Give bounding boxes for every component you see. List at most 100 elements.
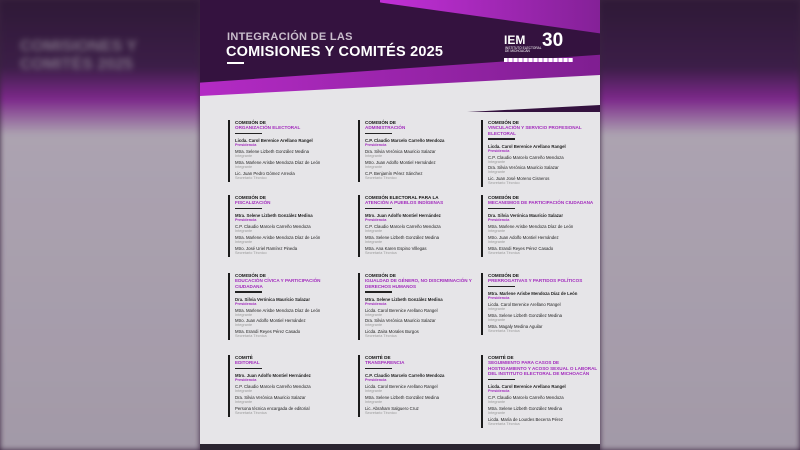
infographic: INTEGRACIÓN DE LAS COMISIONES Y COMITÉS … — [200, 0, 600, 450]
member-role: Integrante — [488, 399, 506, 404]
member-name: Mtra. Selene Lizbeth González Medina — [235, 213, 313, 219]
member-item: Mtra. Erandi Reyes Pérez Casado Secretari… — [235, 329, 346, 338]
member-role: Integrante — [488, 229, 506, 234]
member-name: Dra. Silvia Verónica Mauricio Salazar — [235, 296, 310, 302]
member-item: C.P. Claudio Marcelo Carreño Mendoza Inte… — [235, 224, 346, 233]
member-role: Integrante — [235, 323, 253, 328]
member-role: Secretaria Técnica — [365, 250, 397, 255]
member-item: Dra. Silvia Verónica Mauricio Salazar Int… — [365, 149, 476, 158]
member-item: Persona técnica encargada de editorial Se… — [235, 406, 346, 415]
committee-type: COMISIÓN DE — [235, 195, 266, 200]
member-role: Presidencia — [488, 148, 510, 153]
member-item: Mtra. Selene Lizbeth González Medina Inte… — [488, 406, 599, 415]
committee-type: COMISIÓN DE — [365, 120, 396, 125]
title-underline — [235, 291, 262, 293]
member-role: Integrante — [488, 307, 506, 312]
member-name: Dra. Silvia Verónica Mauricio Salazar — [488, 165, 559, 171]
member-name: C.P. Claudio Marcelo Carreño Mendoza — [488, 154, 564, 160]
member-name: C.P. Claudio Marcelo Carreño Mendoza — [235, 224, 311, 230]
committee-name: ADMINISTRACIÓN — [365, 125, 406, 131]
blurred-background-right — [600, 0, 800, 450]
title-underline — [488, 207, 515, 210]
member-name: C.P. Claudio Marcelo Carreño Mendoza — [365, 373, 445, 379]
member-role: Integrante — [365, 240, 383, 245]
member-role: Integrante — [235, 154, 253, 159]
member-name: Persona técnica encargada de editorial — [235, 405, 310, 411]
member-item: Lic. Juan Pedro Gómez Arreola Secretario … — [235, 171, 346, 180]
member-item: Mtra. Marlene Arisbe Mendoza Díaz de Leó… — [235, 308, 346, 317]
member-item: Dra. Silvia Verónica Mauricio Salazar Int… — [365, 318, 476, 327]
committee-card: COMISIÓN DE EDUCACIÓN CÍVICA Y PARTICIPAC… — [228, 273, 346, 341]
member-item: Mtra. Ana Karen Espino Villegas Secretari… — [365, 246, 476, 255]
committee-card: COMISIÓN DE FISCALIZACIÓN Mtra. Selene Liz… — [228, 195, 346, 257]
member-role: Presidencia — [235, 143, 257, 148]
committee-type: COMISIÓN DE — [488, 195, 519, 200]
member-role: Integrante — [235, 389, 253, 394]
member-role: Presidencia — [365, 218, 387, 223]
committee-card: COMITÉ EDITORIAL Mtro. Juan Adolfo Montiel… — [228, 355, 346, 417]
member-role: Integrante — [235, 312, 253, 317]
member-name: Mtro. Juan Adolfo Montiel Hernández — [488, 235, 559, 241]
member-role: Integrante — [365, 312, 383, 317]
member-item: Licda. Carol Berenice Arellano Rangel Int… — [365, 384, 476, 393]
member-name: Mtra. Selene Lizbeth González Medina — [488, 313, 563, 319]
member-name: Lic. Juan José Moreno Cisneros — [488, 176, 550, 182]
member-role: Integrante — [365, 389, 383, 394]
member-item: Mtra. Marlene Arisbe Mendoza Díaz de Leó… — [235, 235, 346, 244]
member-role: Integrante — [365, 165, 383, 170]
member-item: C.P. Claudio Marcelo Carreño Mendoza Inte… — [488, 155, 599, 164]
member-name: Mtra. Erandi Reyes Pérez Casado — [488, 245, 554, 251]
member-item: Mtra. Marlene Arisbe Mendoza Díaz de Leó… — [488, 291, 599, 300]
title-underline — [235, 207, 262, 210]
committee-card: COMITÉ DE SEGUIMIENTO PARA CASOS DE HOSTI… — [481, 355, 599, 428]
title-underline — [235, 367, 262, 370]
member-role: Secretario Técnico — [488, 181, 520, 186]
committee-type: COMITÉ DE — [365, 355, 391, 360]
member-role: Presidencia — [488, 218, 510, 223]
member-item: Mtro. Juan Adolfo Montiel Hernández Integ… — [235, 318, 346, 327]
member-name: Mtro. Juan Adolfo Montiel Hernández — [365, 213, 441, 219]
member-item: Licda. Carol Berenice Arellano Rangel Pre… — [235, 138, 346, 147]
committee-type: COMITÉ DE — [488, 355, 514, 360]
member-item: Mtro. Juan Adolfo Montiel Hernández Presi… — [235, 373, 346, 382]
decorative-stripe — [380, 0, 600, 38]
member-item: Mtra. Erandi Reyes Pérez Casado Secretari… — [488, 246, 599, 255]
member-name: Mtra. Erandi Reyes Pérez Casado — [235, 329, 301, 335]
committee-type: COMISIÓN DE — [488, 273, 519, 278]
blurred-background-left: COMISIONES Y COMITÉS 2025 — [0, 0, 200, 450]
header-subtitle: INTEGRACIÓN DE LAS — [227, 31, 353, 43]
member-role: Presidencia — [235, 218, 257, 223]
title-underline — [235, 132, 262, 135]
committee-name: FISCALIZACIÓN — [235, 200, 271, 206]
committee-name: SEGUIMIENTO PARA CASOS DE HOSTIGAMIENTO … — [488, 360, 598, 377]
footer-strip — [200, 444, 600, 450]
member-item: Mtro. Juan Adolfo Montiel Hernández Presi… — [365, 213, 476, 222]
member-item: Licda. María de Lourdes Becerra Pérez Sec… — [488, 417, 599, 426]
member-name: Dra. Silvia Verónica Mauricio Salazar — [365, 318, 436, 324]
committee-card: COMISIÓN DE PRERROGATIVAS Y PARTIDOS POLÍ… — [481, 273, 599, 335]
member-role: Presidencia — [365, 301, 387, 306]
title-underline — [488, 285, 515, 288]
member-role: Integrante — [365, 400, 383, 405]
committee-name: PRERROGATIVAS Y PARTIDOS POLÍTICOS — [488, 278, 583, 284]
member-item: Mtra. Marlene Arisbe Mendoza Díaz de Leó… — [235, 160, 346, 169]
member-role: Secretario Técnico — [365, 410, 397, 415]
committee-type: COMISIÓN DE — [235, 120, 266, 125]
member-name: Mtra. Selene Lizbeth González Medina — [365, 395, 440, 401]
title-underline — [365, 291, 392, 293]
committee-name: ATENCIÓN A PUEBLOS INDÍGENAS — [365, 200, 444, 206]
iem-30-logo: IEM 30 INSTITUTO ELECTORAL DE MICHOACÁN — [504, 30, 576, 65]
member-role: Integrante — [235, 240, 253, 245]
member-item: Mtro. Juan Adolfo Montiel Hernández Integ… — [488, 235, 599, 244]
committee-name: MECANISMOS DE PARTICIPACIÓN CIUDADANA — [488, 200, 594, 206]
committee-card: COMISIÓN DE MECANISMOS DE PARTICIPACIÓN C… — [481, 195, 599, 257]
member-item: C.P. Claudio Marcelo Carreño Mendoza Pres… — [365, 138, 476, 147]
member-role: Secretaria Técnica — [235, 410, 267, 415]
committee-type: COMISIÓN DE — [235, 273, 266, 278]
member-item: C.P. Claudio Marcelo Carreño Mendoza Inte… — [365, 224, 476, 233]
member-item: Licda. Zaira Morales Burgos Secretaria Té… — [365, 329, 476, 338]
member-role: Integrante — [235, 400, 253, 405]
member-role: Secretario Técnico — [235, 250, 267, 255]
member-name: Licda. Carol Berenice Arellano Rangel — [488, 143, 566, 149]
committee-name: VINCULACIÓN Y SERVICIO PROFESIONAL ELECT… — [488, 125, 582, 136]
